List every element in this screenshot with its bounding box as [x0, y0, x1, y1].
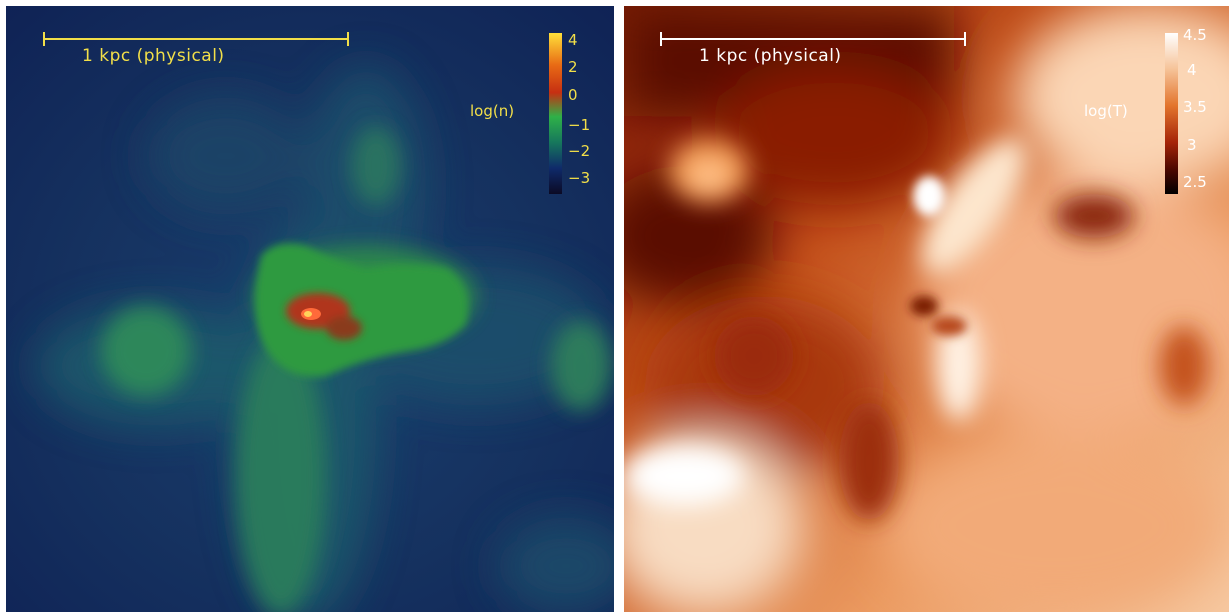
colorbar-tick: 4: [568, 31, 578, 49]
density-map-image: [6, 6, 614, 612]
colorbar-tick: −1: [568, 116, 591, 134]
colorbar-label: log(T): [1084, 102, 1128, 120]
scale-bar-tick-left: [660, 32, 662, 46]
colorbar-tick: 2.5: [1183, 173, 1207, 191]
colorbar-tick: 3: [1187, 136, 1197, 154]
scale-bar-tick-right: [964, 32, 966, 46]
colorbar-temperature: [1165, 33, 1178, 194]
scale-label: 1 kpc (physical): [82, 46, 225, 66]
colorbar-density: [549, 33, 562, 194]
colorbar-tick: 3.5: [1183, 98, 1207, 116]
density-map-panel: 1 kpc (physical) log(n) 4 2 0 −1 −2 −3: [6, 6, 614, 612]
scale-label: 1 kpc (physical): [699, 46, 842, 66]
colorbar-tick: −2: [568, 142, 591, 160]
temperature-map-panel: 1 kpc (physical) log(T) 4.5 4 3.5 3 2.5: [624, 6, 1229, 612]
scale-bar-line: [660, 38, 966, 40]
scale-bar-tick-right: [347, 32, 349, 46]
colorbar-tick: 0: [568, 86, 578, 104]
scale-bar-line: [43, 38, 349, 40]
colorbar-tick: 4.5: [1183, 26, 1207, 44]
scale-bar: [43, 32, 349, 46]
temperature-map-image: [624, 6, 1229, 612]
colorbar-tick: −3: [568, 169, 591, 187]
colorbar-label: log(n): [470, 102, 515, 120]
scale-bar-tick-left: [43, 32, 45, 46]
colorbar-tick: 4: [1187, 61, 1197, 79]
scale-bar: [660, 32, 966, 46]
colorbar-tick: 2: [568, 58, 578, 76]
